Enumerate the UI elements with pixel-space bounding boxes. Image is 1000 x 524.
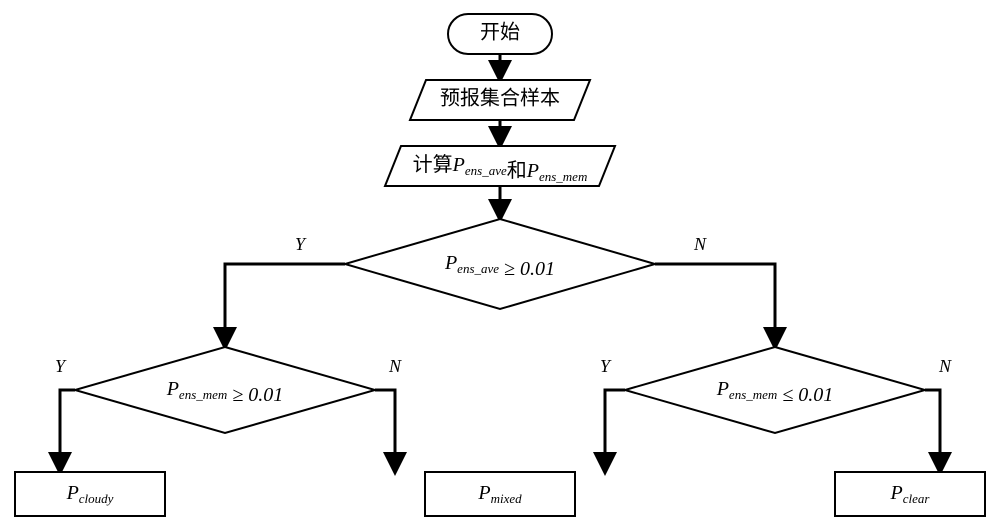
edge: N	[375, 356, 402, 472]
edge-label: N	[693, 234, 707, 254]
svg-text:预报集合样本: 预报集合样本	[440, 87, 560, 110]
edge-label: N	[388, 356, 402, 376]
edge-label: Y	[600, 356, 612, 376]
flowchart-canvas: Y N Y N Y N 开始预报集合样本计算Pens_ave和Pens_mem Pens_a…	[0, 0, 1000, 524]
edge: N	[925, 356, 952, 472]
node-start: 开始	[448, 14, 552, 54]
node-inputB: 计算Pens_ave和Pens_mem	[385, 146, 615, 186]
node-dec2L: Pens_mem ≥ 0.01	[75, 347, 375, 433]
node-outCloudy: Pcloudy	[15, 472, 165, 516]
edge-label: Y	[295, 234, 307, 254]
edge: Y	[55, 356, 75, 472]
node-dec1: Pens_ave ≥ 0.01	[345, 219, 655, 309]
edge: Y	[225, 234, 345, 347]
edge: Y	[600, 356, 625, 472]
edge-label: N	[938, 356, 952, 376]
node-inputA: 预报集合样本	[410, 80, 590, 120]
edge-label: Y	[55, 356, 67, 376]
svg-text:开始: 开始	[480, 21, 520, 44]
edge: N	[655, 234, 775, 347]
node-dec2R: Pens_mem ≤ 0.01	[625, 347, 925, 433]
nodes-layer: 开始预报集合样本计算Pens_ave和Pens_mem Pens_ave ≥ 0.…	[15, 14, 985, 516]
node-outMixed: Pmixed	[425, 472, 575, 516]
node-outClear: Pclear	[835, 472, 985, 516]
